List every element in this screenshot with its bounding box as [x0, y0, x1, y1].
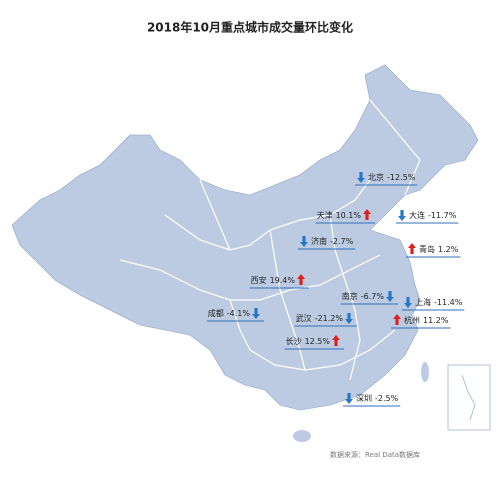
city-name: 深圳	[356, 393, 372, 403]
hainan	[293, 430, 311, 442]
city-marker: 长沙 12.5%	[284, 335, 344, 350]
map-title: 2018年10月重点城市成交量环比变化	[147, 20, 353, 35]
city-label: 西安 19.4%	[251, 275, 296, 285]
city-change: 19.4%	[270, 276, 296, 285]
city-marker: 北京 -12.5%	[355, 172, 418, 186]
china-outline	[11, 64, 479, 411]
change-arrow	[393, 314, 401, 325]
city-change: -2.7%	[330, 237, 354, 246]
change-arrow	[363, 209, 371, 220]
city-name: 青岛	[419, 244, 435, 254]
city-change: -11.4%	[434, 298, 463, 307]
city-change: 12.5%	[305, 337, 331, 346]
city-name: 北京	[368, 172, 384, 182]
city-label: 青岛 1.2%	[419, 244, 459, 254]
city-marker: 上海 -11.4%	[402, 297, 465, 311]
change-arrow	[386, 291, 394, 302]
city-marker: 大连 -11.7%	[396, 210, 459, 224]
change-arrow	[297, 274, 305, 285]
change-arrow	[252, 308, 260, 319]
city-change: 10.1%	[336, 211, 362, 220]
city-label: 北京 -12.5%	[368, 172, 416, 182]
city-marker: 杭州 11.2%	[391, 314, 451, 329]
city-name: 上海	[415, 297, 431, 307]
city-label: 深圳 -2.5%	[356, 393, 399, 403]
source-note: 数据来源：Real Data数据库	[330, 450, 420, 459]
city-label: 杭州 11.2%	[404, 315, 449, 325]
city-name: 济南	[311, 236, 327, 246]
city-label: 武汉 -21.2%	[296, 313, 344, 323]
city-label: 天津 10.1%	[317, 210, 362, 220]
change-arrow	[345, 393, 353, 404]
change-arrow	[408, 243, 416, 254]
city-change: -11.7%	[428, 211, 457, 220]
inset-coast	[461, 374, 476, 421]
city-name: 天津	[317, 210, 333, 220]
south-sea-inset	[447, 364, 491, 431]
city-name: 南京	[342, 291, 358, 301]
city-change: -12.5%	[387, 173, 416, 182]
city-name: 西安	[251, 275, 267, 285]
city-change: 1.2%	[438, 245, 459, 254]
city-marker: 青岛 1.2%	[406, 243, 461, 258]
taiwan	[421, 362, 429, 382]
province-borders	[119, 99, 421, 381]
change-arrow	[357, 172, 365, 183]
city-label: 大连 -11.7%	[409, 210, 457, 220]
city-name: 大连	[409, 210, 425, 220]
change-arrow	[332, 335, 340, 346]
city-marker: 武汉 -21.2%	[294, 313, 357, 327]
city-label: 成都 -4.1%	[208, 308, 251, 318]
city-marker: 深圳 -2.5%	[343, 393, 401, 407]
city-change: 11.2%	[423, 316, 449, 325]
change-arrow	[300, 236, 308, 247]
city-marker: 南京 -6.7%	[340, 291, 398, 305]
change-arrow	[398, 210, 406, 221]
city-name: 武汉	[296, 313, 312, 323]
city-change: -6.7%	[361, 292, 385, 301]
city-label: 长沙 12.5%	[286, 336, 331, 346]
city-marker: 天津 10.1%	[315, 209, 375, 224]
city-change: -2.5%	[375, 394, 399, 403]
city-marker: 济南 -2.7%	[298, 236, 356, 250]
city-label: 上海 -11.4%	[415, 297, 463, 307]
city-name: 杭州	[404, 315, 420, 325]
city-marker: 成都 -4.1%	[206, 308, 264, 322]
city-label: 济南 -2.7%	[311, 236, 354, 246]
city-change: -21.2%	[315, 314, 344, 323]
city-name: 长沙	[286, 336, 302, 346]
city-name: 成都	[208, 308, 224, 318]
change-arrow	[345, 313, 353, 324]
city-change: -4.1%	[227, 309, 251, 318]
city-marker: 西安 19.4%	[249, 274, 309, 289]
change-arrow	[404, 297, 412, 308]
city-label: 南京 -6.7%	[342, 291, 385, 301]
